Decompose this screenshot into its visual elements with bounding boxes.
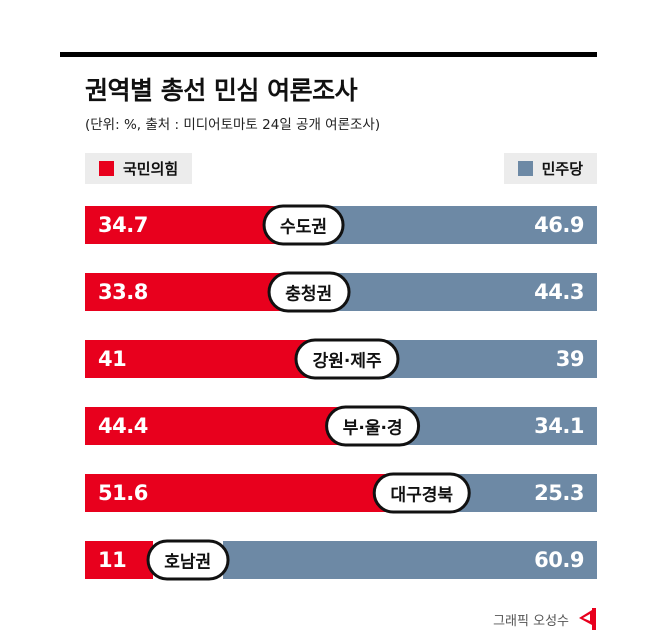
- region-label-pill: 수도권: [262, 204, 345, 246]
- bar-value-blue: 39: [555, 347, 585, 371]
- credit-text: 그래픽 오성수: [493, 613, 569, 629]
- bar-segment-blue: 34.1: [387, 407, 597, 445]
- region-label-pill: 호남권: [146, 539, 230, 581]
- bar-segment-blue: 46.9: [308, 206, 597, 244]
- bar-value-red: 11: [98, 548, 127, 572]
- legend-right: 민주당: [503, 153, 597, 184]
- bar-value-blue: 60.9: [534, 548, 584, 572]
- bar-segment-red: 33.8: [85, 273, 293, 311]
- legend-left-label: 국민의힘: [123, 160, 179, 178]
- blue-square-icon: [517, 161, 533, 176]
- footer: 그래픽 오성수: [85, 608, 597, 630]
- region-label-pill: 대구경북: [372, 472, 472, 514]
- bar-value-red: 44.4: [98, 414, 148, 438]
- bar-value-blue: 46.9: [534, 213, 584, 237]
- bar-value-red: 34.7: [98, 213, 148, 237]
- bar-value-red: 33.8: [98, 280, 148, 304]
- bar-row: 41 39 강원·제주: [85, 338, 597, 380]
- bar-segment-blue: 60.9: [222, 541, 597, 579]
- bar-row: 33.8 44.3 충청권: [85, 271, 597, 313]
- bar-value-red: 51.6: [98, 481, 148, 505]
- red-flag-logo-icon: [577, 608, 597, 630]
- page-subtitle: (단위: %, 출처 : 미디어토마토 24일 공개 여론조사): [85, 117, 381, 133]
- red-square-icon: [99, 161, 114, 176]
- region-label-pill: 부·울·경: [324, 405, 421, 447]
- legend-row: 국민의힘 민주당: [85, 153, 597, 184]
- bar-row: 44.4 34.1 부·울·경: [85, 405, 597, 447]
- top-divider: [60, 52, 597, 57]
- bar-row: 51.6 25.3 대구경북: [85, 472, 597, 514]
- bar-value-red: 41: [98, 347, 127, 371]
- legend-right-label: 민주당: [541, 160, 583, 178]
- page-title: 권역별 총선 민심 여론조사: [85, 76, 358, 105]
- region-label-pill: 충청권: [267, 271, 351, 313]
- bar-row: 11 60.9 호남권: [85, 539, 597, 581]
- bar-chart: 34.7 46.9 수도권 33.8 44.3 충청권 41 39 강원·제주 44.4 34.1 부…: [85, 204, 597, 581]
- bar-value-blue: 25.3: [534, 481, 584, 505]
- bar-segment-blue: 44.3: [324, 273, 597, 311]
- legend-left: 국민의힘: [85, 153, 193, 184]
- bar-segment-red: 51.6: [85, 474, 403, 512]
- bar-row: 34.7 46.9 수도권: [85, 204, 597, 246]
- region-label-pill: 강원·제주: [294, 338, 400, 380]
- bar-segment-red: 44.4: [85, 407, 358, 445]
- bar-segment-red: 11: [85, 541, 153, 579]
- bar-value-blue: 34.1: [534, 414, 584, 438]
- bar-value-blue: 44.3: [534, 280, 584, 304]
